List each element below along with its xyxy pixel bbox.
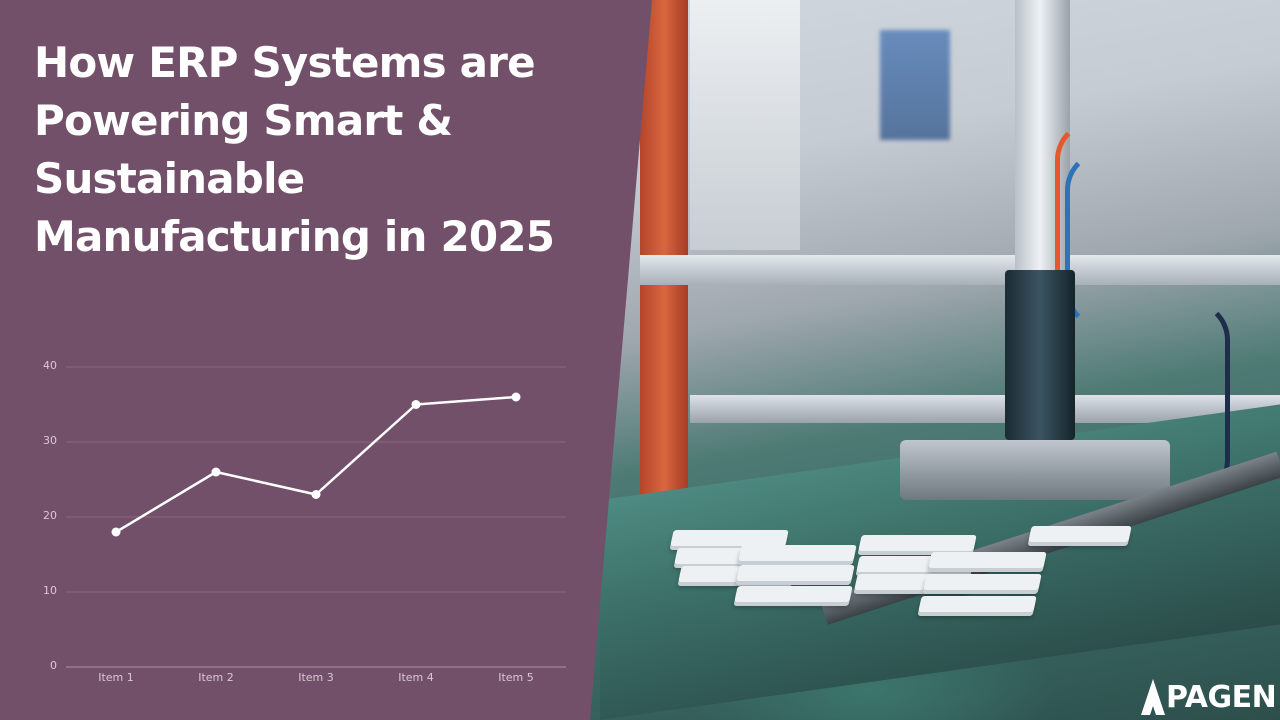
y-tick-label: 10 (43, 584, 57, 597)
x-category-label: Item 3 (298, 671, 334, 684)
robot-gripper (1005, 270, 1075, 440)
orange-hose (1055, 120, 1135, 320)
series-line (115, 395, 517, 534)
title-line: Manufacturing in 2025 (34, 212, 555, 261)
data-point-marker (511, 392, 521, 402)
tile (736, 565, 855, 581)
machine-cabinet (690, 0, 800, 250)
logo-text: PAGEN (1166, 680, 1277, 715)
tile (734, 586, 853, 602)
triangle-a-icon (1141, 679, 1165, 715)
data-point-marker (111, 527, 121, 537)
blurred-machine-part (880, 30, 950, 140)
title-line: Sustainable (34, 154, 305, 203)
tile (923, 574, 1042, 590)
tile (858, 535, 977, 551)
dark-hose (1090, 300, 1230, 500)
y-tick-label: 0 (50, 659, 57, 672)
data-point-marker (311, 490, 321, 499)
data-point-marker (211, 467, 221, 477)
title-line: How ERP Systems are (34, 38, 536, 87)
line-chart: 0 10 20 30 40 Item 1 Item 2 Item 3 Item 4 Item 5 (0, 350, 600, 700)
tile (1028, 526, 1132, 542)
pagen-logo: PAGEN (1141, 675, 1277, 715)
tile (918, 596, 1037, 612)
chart-plot-area (66, 366, 566, 668)
page-title: How ERP Systems are Powering Smart & Sus… (34, 34, 634, 266)
title-line: Powering Smart & (34, 96, 453, 145)
machine-frame-top (640, 255, 1280, 285)
tile (670, 530, 789, 546)
x-category-label: Item 4 (398, 671, 434, 684)
tile (738, 545, 857, 561)
y-tick-label: 30 (43, 434, 57, 447)
tile (928, 552, 1047, 568)
data-point-marker (411, 400, 421, 409)
x-category-label: Item 2 (198, 671, 234, 684)
y-tick-label: 40 (43, 359, 57, 372)
title-panel (0, 0, 660, 720)
blue-hose (1065, 150, 1145, 330)
y-tick-label: 20 (43, 509, 57, 522)
x-category-label: Item 1 (98, 671, 134, 684)
x-category-label: Item 5 (498, 671, 534, 684)
suction-plate (900, 440, 1170, 500)
